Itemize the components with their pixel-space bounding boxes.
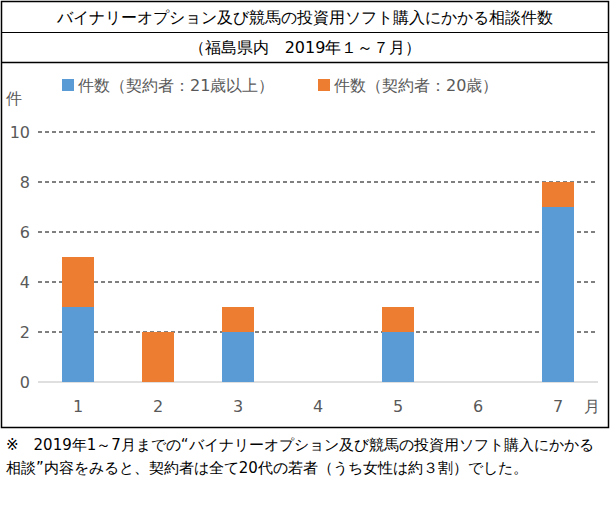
legend-label: 件数（契約者：20歳） bbox=[334, 76, 498, 95]
bar bbox=[222, 307, 254, 332]
bar bbox=[302, 382, 334, 383]
legend-swatch bbox=[318, 79, 330, 91]
y-axis-label: 件 bbox=[6, 89, 22, 108]
y-tick-label: 4 bbox=[20, 273, 30, 292]
bar bbox=[382, 307, 414, 332]
legend-label: 件数（契約者：21歳以上） bbox=[78, 76, 274, 95]
bar bbox=[62, 257, 94, 307]
bar bbox=[62, 307, 94, 382]
x-tick-label: 2 bbox=[153, 397, 163, 416]
bar bbox=[542, 207, 574, 382]
y-tick-label: 10 bbox=[10, 123, 30, 142]
bar bbox=[142, 332, 174, 382]
x-tick-label: 3 bbox=[233, 397, 243, 416]
annotation: ※ 2019年1～7月までの“バイナリーオプション及び競馬の投資用ソフト購入にか… bbox=[6, 434, 602, 480]
grid-line bbox=[38, 232, 598, 233]
bar bbox=[542, 182, 574, 207]
bar bbox=[222, 332, 254, 382]
bar bbox=[302, 382, 334, 383]
title: バイナリーオプション及び競馬の投資用ソフト購入にかかる相談件数 bbox=[56, 8, 553, 27]
bar bbox=[462, 382, 494, 383]
x-axis-line bbox=[38, 382, 598, 383]
grid-line bbox=[38, 182, 598, 183]
x-tick-label: 5 bbox=[393, 397, 403, 416]
grid-line bbox=[38, 282, 598, 283]
x-tick-label: 6 bbox=[473, 397, 483, 416]
grid-line bbox=[38, 332, 598, 333]
y-tick-label: 0 bbox=[20, 373, 30, 392]
outer-frame bbox=[2, 2, 609, 428]
y-tick-label: 6 bbox=[20, 223, 30, 242]
bars bbox=[62, 182, 574, 382]
x-tick-label: 7 bbox=[553, 397, 563, 416]
x-tick-label: 1 bbox=[73, 397, 83, 416]
subtitle: （福島県内 2019年１～７月） bbox=[189, 38, 422, 57]
y-tick-label: 2 bbox=[20, 323, 30, 342]
chart-divider bbox=[2, 62, 609, 64]
x-tick-label: 4 bbox=[313, 397, 323, 416]
legend-swatch bbox=[62, 79, 74, 91]
y-tick-label: 8 bbox=[20, 173, 30, 192]
bar bbox=[382, 332, 414, 382]
footnote: ※ 2019年1～7月までの“バイナリーオプション及び競馬の投資用ソフト購入にか… bbox=[6, 434, 602, 480]
x-axis-label: 月 bbox=[584, 397, 600, 416]
bar bbox=[462, 382, 494, 383]
title-divider bbox=[2, 32, 609, 33]
grid-line bbox=[38, 132, 598, 133]
